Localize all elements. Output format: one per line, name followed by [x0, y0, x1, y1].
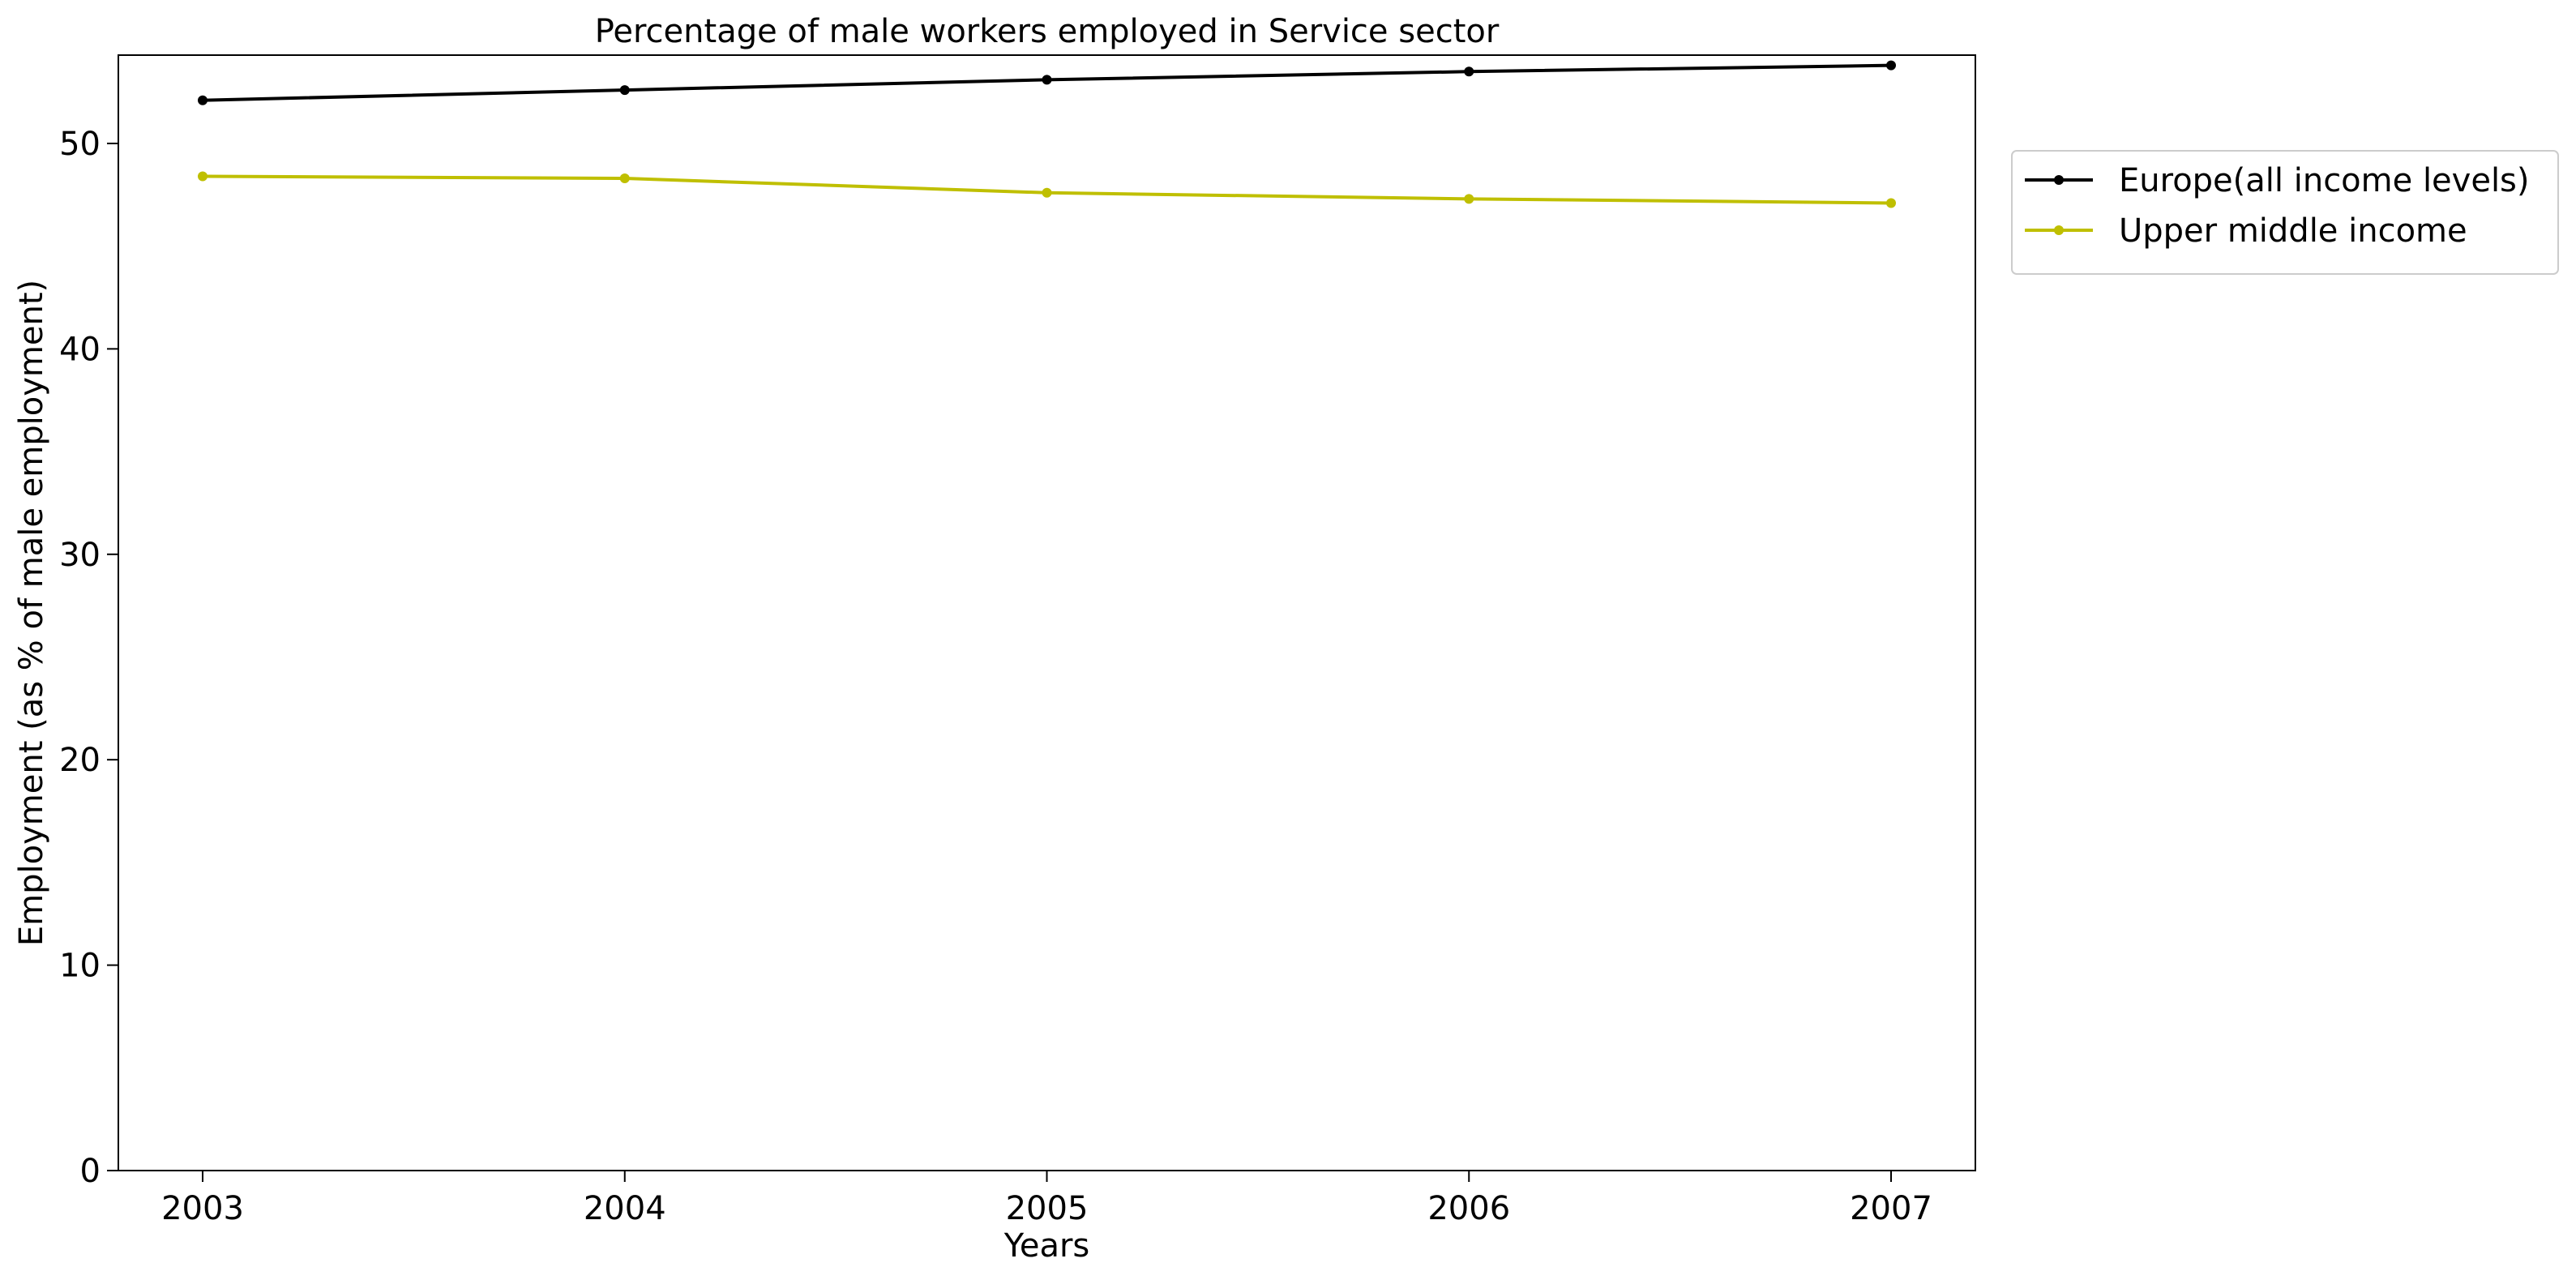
legend-label: Europe(all income levels) [2119, 162, 2530, 199]
y-tick-label: 0 [80, 1153, 101, 1190]
x-tick-label: 2005 [1006, 1190, 1089, 1227]
chart-title: Percentage of male workers employed in S… [595, 13, 1500, 50]
legend-label: Upper middle income [2119, 212, 2467, 250]
y-axis-ticks: 0 10 20 30 40 50 [59, 126, 118, 1190]
plot-area-frame [118, 54, 1976, 1171]
data-point [619, 85, 630, 96]
y-tick-label: 50 [59, 126, 101, 163]
x-tick-label: 2004 [584, 1190, 666, 1227]
legend-box [2011, 150, 2559, 275]
data-point [198, 95, 208, 105]
y-tick-label: 20 [59, 742, 101, 779]
data-point [1042, 187, 1052, 198]
x-tick-label: 2003 [161, 1190, 244, 1227]
y-tick-label: 40 [59, 331, 101, 368]
data-point [198, 171, 208, 182]
data-point [1464, 194, 1474, 204]
y-tick-label: 10 [59, 948, 101, 985]
data-point [1886, 198, 1896, 208]
x-tick-label: 2006 [1427, 1190, 1510, 1227]
legend-swatch-marker [2054, 175, 2064, 185]
data-point [1042, 75, 1052, 85]
y-axis-label: Employment (as % of male employment) [13, 280, 50, 946]
series-group [198, 171, 1896, 208]
legend-swatch-marker [2054, 225, 2064, 235]
data-point [619, 173, 630, 184]
x-tick-label: 2007 [1850, 1190, 1932, 1227]
data-point [1886, 60, 1896, 71]
series-layer [198, 60, 1896, 208]
y-tick-label: 30 [59, 537, 101, 574]
x-axis-ticks: 2003 2004 2005 2006 2007 [161, 1171, 1932, 1227]
data-point [1464, 66, 1474, 77]
x-axis-label: Years [1003, 1227, 1090, 1265]
legend: Europe(all income levels) Upper middle in… [2011, 150, 2559, 275]
series-group [198, 60, 1896, 105]
